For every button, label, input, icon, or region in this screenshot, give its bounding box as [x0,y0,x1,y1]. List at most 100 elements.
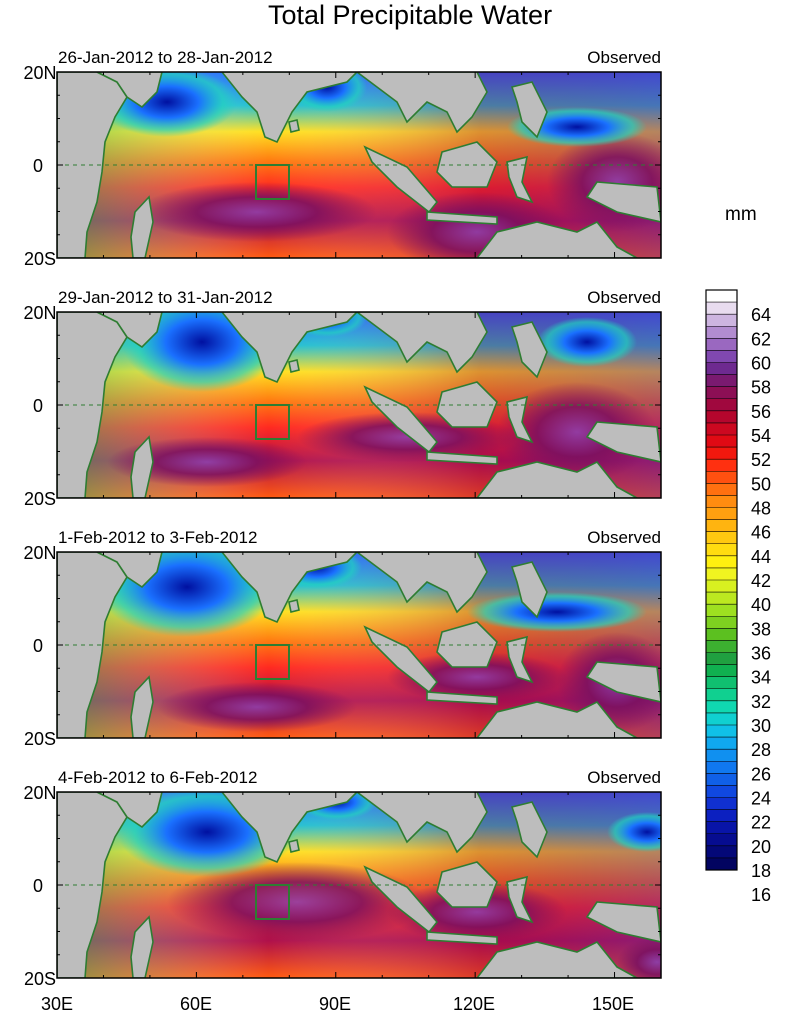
y-tick-label-0: 0 [33,636,43,656]
colorbar-swatch [706,857,737,871]
study-area-box [255,884,290,920]
colorbar-tick-label: 24 [751,789,771,809]
map-panel-4: 20N 0 20S 4-Feb-2012 to 6-Feb-2012 Observed [23,768,662,989]
study-area-box [255,644,290,680]
colorbar-swatch [706,809,737,823]
colorbar: 64 62 60 58 56 54 52 50 48 46 44 42 40 38 36 34 32 30 28 26… [705,289,771,905]
x-tick-label-30e: 30E [41,994,73,1014]
landmass [426,211,498,225]
colorbar-tick-label: 38 [751,619,771,639]
study-area-box [255,164,290,200]
colorbar-swatch [706,640,737,653]
colorbar-tick-label: 30 [751,716,771,736]
y-tick-label-20s: 20S [24,249,56,269]
y-tick-label-20s: 20S [24,969,56,989]
colorbar-swatch [706,580,737,593]
colorbar-tick-label: 18 [751,861,771,881]
colorbar-swatch [706,821,737,835]
y-tick-label-20n: 20N [23,63,56,83]
landmass [96,72,163,109]
colorbar-tick-label: 42 [751,571,771,591]
colorbar-tick-label: 22 [751,813,771,833]
colorbar-swatch [706,749,737,762]
landmass [585,661,661,703]
colorbar-tick-label: 16 [751,885,771,905]
colorbar-swatch [706,555,737,569]
landmass [130,195,154,258]
landmass [130,915,154,978]
landmass [220,72,359,144]
panel-observed-label: Observed [587,528,661,547]
x-tick-label-150e: 150E [592,994,634,1014]
panel-period-label: 29-Jan-2012 to 31-Jan-2012 [58,288,273,307]
colorbar-swatch [706,567,737,581]
x-tick-label-60e: 60E [180,994,212,1014]
landmass [426,931,498,945]
landmass [220,312,359,384]
colorbar-swatch [706,302,737,315]
landmass [96,552,163,589]
landmass [355,792,488,854]
landmass [506,395,534,444]
landmass [426,691,498,705]
axis-ticks [56,551,662,739]
colorbar-swatch [706,773,737,786]
y-tick-label-20s: 20S [24,489,56,509]
colorbar-swatch [706,797,737,811]
landmass [130,435,154,498]
y-tick-label-20s: 20S [24,729,56,749]
colorbar-swatch [706,362,737,376]
colorbar-swatch [706,435,737,448]
landmass [510,81,548,139]
panel-period-label: 26-Jan-2012 to 28-Jan-2012 [58,48,273,67]
panel-period-label: 1-Feb-2012 to 3-Feb-2012 [58,528,257,547]
y-tick-label-20n: 20N [23,303,56,323]
colorbar-swatch [706,374,737,388]
colorbar-swatch [706,386,737,400]
landmass [288,599,300,613]
colorbar-swatch [706,459,737,472]
colorbar-swatch [706,616,737,629]
colorbar-tick-label: 54 [751,426,771,446]
landmass [475,700,638,738]
colorbar-tick-label: 34 [751,668,771,688]
colorbar-swatch [706,845,737,859]
landmass [475,220,638,258]
colorbar-tick-label: 62 [751,329,771,349]
colorbar-swatch [706,833,737,847]
colorbar-tick-label: 32 [751,692,771,712]
landmass [96,312,163,349]
colorbar-tick-label: 28 [751,740,771,760]
landmass [506,635,534,684]
landmass [220,792,359,864]
colorbar-tick-label: 44 [751,547,771,567]
colorbar-tick-label: 48 [751,499,771,519]
colorbar-swatch [706,447,737,460]
colorbar-swatch [706,350,737,363]
landmass [130,675,154,738]
colorbar-swatch [706,471,737,484]
colorbar-swatch [706,592,737,605]
landmass [510,801,548,859]
colorbar-tick-label: 52 [751,450,771,470]
colorbar-frame [705,289,738,871]
colorbar-swatch [706,507,737,521]
map-panel-3: 20N 0 20S 1-Feb-2012 to 3-Feb-2012 Observed [23,528,662,749]
y-tick-label-0: 0 [33,876,43,896]
y-tick-label-0: 0 [33,396,43,416]
colorbar-swatch [706,519,737,533]
colorbar-tick-label: 20 [751,837,771,857]
colorbar-swatch [706,604,737,617]
landmass [288,839,300,853]
x-axis: 30E 60E 90E 120E 150E [41,994,634,1014]
chart-title: Total Precipitable Water [267,0,553,30]
colorbar-swatch [706,725,737,738]
y-tick-label-20n: 20N [23,783,56,803]
colorbar-tick-label: 60 [751,354,771,374]
x-tick-label-90e: 90E [319,994,351,1014]
colorbar-swatch [706,737,737,750]
colorbar-swatch [706,543,737,557]
landmass [355,72,488,134]
colorbar-swatch [706,422,737,436]
